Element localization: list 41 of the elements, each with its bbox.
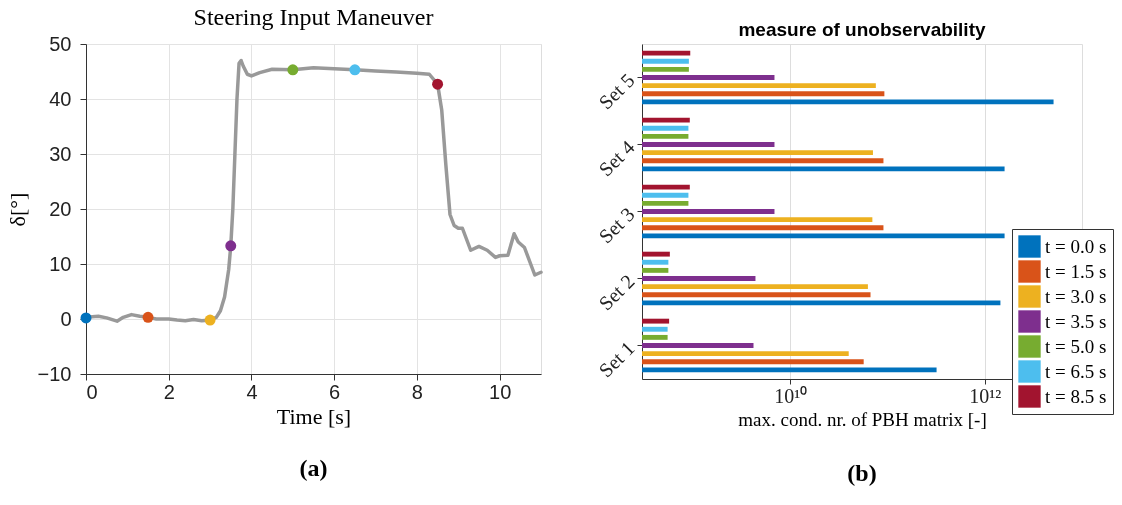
x-tick-label: 0 (86, 380, 98, 403)
y-tick-label: 10 (49, 252, 72, 275)
legend-label: t = 0.0 s (1045, 235, 1107, 257)
point (142, 311, 154, 323)
x-tick-label: 8 (411, 380, 423, 403)
x-tick-label: 2 (163, 380, 175, 403)
point (204, 314, 216, 326)
y-tick-label: Set 4 (594, 136, 639, 181)
x-axis-title: max. cond. nr. of PBH matrix [-] (738, 408, 987, 430)
legend-label: t = 3.0 s (1045, 285, 1107, 307)
y-tick-label: 30 (49, 142, 72, 165)
point (80, 312, 92, 324)
x-tick-label: 4 (246, 380, 258, 403)
y-tick-label: Set 1 (594, 337, 639, 382)
y-tick-label: 20 (49, 197, 72, 220)
legend-label: t = 3.5 s (1045, 310, 1107, 332)
point (287, 64, 299, 76)
y-tick-label: Set 5 (594, 69, 639, 114)
x-tick-label: 10¹⁰ (774, 384, 808, 407)
y-tick-label: Set 3 (594, 203, 639, 248)
point (225, 240, 237, 252)
y-tick-label: Set 2 (594, 270, 639, 315)
legend-label: t = 1.5 s (1045, 260, 1107, 282)
y-tick-label: 0 (60, 307, 72, 330)
legend-label: t = 6.5 s (1045, 360, 1107, 382)
chart-title: measure of unobservability (738, 19, 986, 40)
point (349, 64, 361, 76)
x-tick-label: 10 (489, 380, 512, 403)
y-axis-title: δ[°] (4, 192, 30, 227)
x-tick-label: 10¹² (969, 384, 1002, 407)
x-tick-label: 6 (329, 380, 341, 403)
y-tick-label: 50 (49, 32, 72, 55)
legend-label: t = 5.0 s (1045, 335, 1107, 357)
point (432, 78, 444, 90)
y-tick-label: −10 (37, 362, 72, 385)
y-tick-label: 40 (49, 87, 72, 110)
x-axis-title: Time [s] (276, 403, 352, 429)
text: (b) (847, 460, 877, 486)
legend-label: t = 8.5 s (1045, 385, 1107, 407)
chart-title: Steering Input Maneuver (193, 4, 434, 30)
text: (a) (299, 455, 328, 481)
